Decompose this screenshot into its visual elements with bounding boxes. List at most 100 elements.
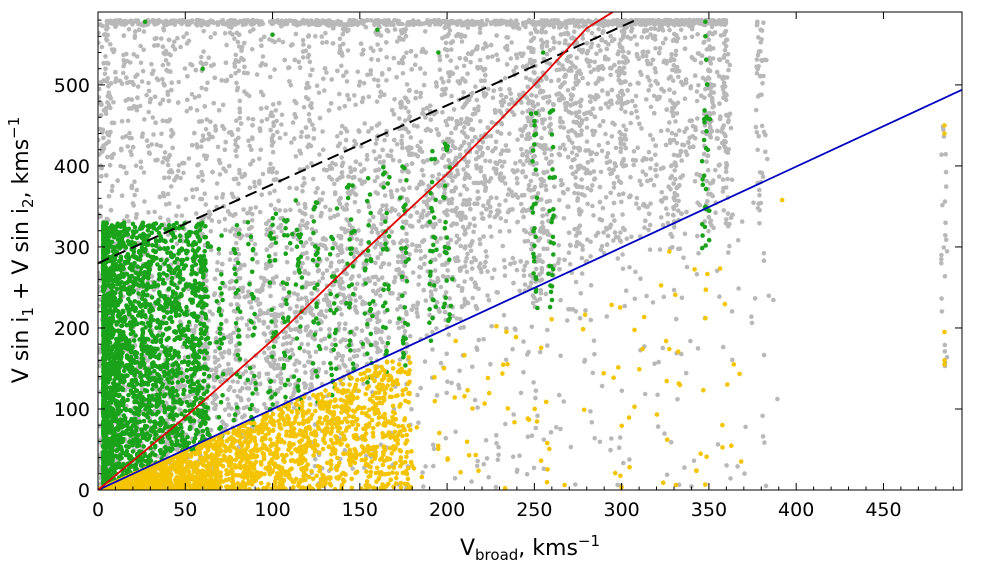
gray-point bbox=[217, 172, 223, 177]
gray-point bbox=[210, 134, 215, 140]
gray-point bbox=[695, 116, 700, 121]
gray-point bbox=[214, 181, 220, 186]
gray-point bbox=[695, 32, 700, 37]
gray-point bbox=[470, 295, 476, 301]
gray-point bbox=[293, 154, 299, 159]
gray-point bbox=[498, 87, 503, 92]
gray-point bbox=[318, 213, 324, 219]
gray-point bbox=[562, 257, 567, 263]
gray-point bbox=[335, 68, 340, 74]
gray-point bbox=[684, 152, 690, 158]
gray-point bbox=[493, 139, 499, 145]
gray-point bbox=[503, 143, 509, 148]
gray-point bbox=[359, 328, 365, 334]
gray-point bbox=[257, 209, 263, 215]
gray-point bbox=[220, 102, 226, 108]
gray-point bbox=[394, 267, 399, 273]
gray-point bbox=[560, 181, 565, 187]
gray-point bbox=[519, 147, 524, 152]
gray-point bbox=[554, 92, 559, 97]
gray-point bbox=[453, 155, 459, 161]
gray-point bbox=[547, 116, 553, 121]
gray-point bbox=[551, 45, 556, 51]
gray-point bbox=[366, 204, 372, 210]
gray-point bbox=[451, 107, 457, 112]
gray-point bbox=[226, 361, 231, 367]
gray-point bbox=[592, 114, 598, 120]
gray-point bbox=[189, 142, 195, 148]
gray-point bbox=[206, 215, 211, 220]
gray-point bbox=[715, 128, 720, 134]
gray-point bbox=[608, 98, 614, 104]
gray-point bbox=[98, 40, 101, 45]
gray-point bbox=[679, 158, 684, 163]
gray-point bbox=[511, 68, 516, 74]
gray-point bbox=[212, 360, 218, 365]
gray-point bbox=[184, 31, 189, 36]
gray-point bbox=[554, 67, 559, 73]
gray-point bbox=[98, 112, 104, 118]
gray-point bbox=[345, 48, 351, 53]
gray-point bbox=[354, 326, 359, 331]
gray-point bbox=[523, 174, 529, 180]
gray-point bbox=[362, 277, 367, 283]
gray-point bbox=[228, 250, 234, 256]
gray-point bbox=[184, 108, 190, 114]
gray-point bbox=[623, 145, 629, 151]
gray-point bbox=[525, 84, 531, 90]
gray-point bbox=[446, 116, 452, 121]
gray-point bbox=[587, 94, 593, 99]
gray-point bbox=[332, 337, 338, 342]
gray-point bbox=[646, 61, 652, 66]
gray-point bbox=[418, 248, 423, 254]
gray-point bbox=[353, 286, 358, 292]
gray-point bbox=[180, 160, 185, 166]
gray-point bbox=[356, 209, 362, 214]
gray-point bbox=[452, 145, 458, 151]
gray-point bbox=[352, 304, 358, 310]
gray-point bbox=[418, 66, 423, 71]
gray-point bbox=[254, 72, 260, 77]
gray-point bbox=[507, 131, 512, 136]
gray-point bbox=[703, 86, 708, 92]
gray-point bbox=[213, 336, 219, 341]
gray-point bbox=[597, 184, 603, 190]
gray-point bbox=[228, 73, 234, 79]
gray-point bbox=[475, 189, 481, 194]
gray-point bbox=[656, 50, 662, 55]
gray-point bbox=[121, 165, 127, 170]
gray-point bbox=[621, 142, 627, 147]
gray-point bbox=[486, 179, 492, 184]
gray-point bbox=[645, 35, 650, 40]
gray-point bbox=[206, 131, 212, 137]
gray-point bbox=[476, 104, 481, 109]
gray-point bbox=[392, 208, 398, 213]
gray-point bbox=[376, 277, 381, 283]
gray-point bbox=[292, 57, 298, 63]
gray-point bbox=[183, 197, 189, 202]
gray-point bbox=[521, 192, 527, 198]
gray-point bbox=[484, 254, 490, 259]
gray-point bbox=[221, 166, 226, 171]
gray-point bbox=[595, 230, 601, 236]
gray-point bbox=[206, 209, 212, 215]
gray-point bbox=[242, 413, 247, 418]
gray-point bbox=[685, 139, 691, 145]
gray-point bbox=[526, 98, 532, 104]
gray-point bbox=[609, 38, 615, 44]
gray-point bbox=[604, 242, 610, 247]
gray-point bbox=[592, 176, 598, 181]
gray-point bbox=[481, 234, 486, 239]
gray-point bbox=[485, 145, 491, 151]
gray-point bbox=[472, 106, 477, 112]
gray-point bbox=[524, 149, 529, 154]
gray-point bbox=[565, 204, 570, 210]
gray-point bbox=[257, 156, 262, 162]
gray-point bbox=[631, 162, 636, 168]
gray-point bbox=[307, 236, 313, 242]
gray-point bbox=[413, 95, 418, 101]
gray-point bbox=[659, 190, 665, 195]
gray-point bbox=[469, 266, 475, 271]
gray-point bbox=[483, 249, 489, 254]
gray-point bbox=[437, 218, 443, 224]
